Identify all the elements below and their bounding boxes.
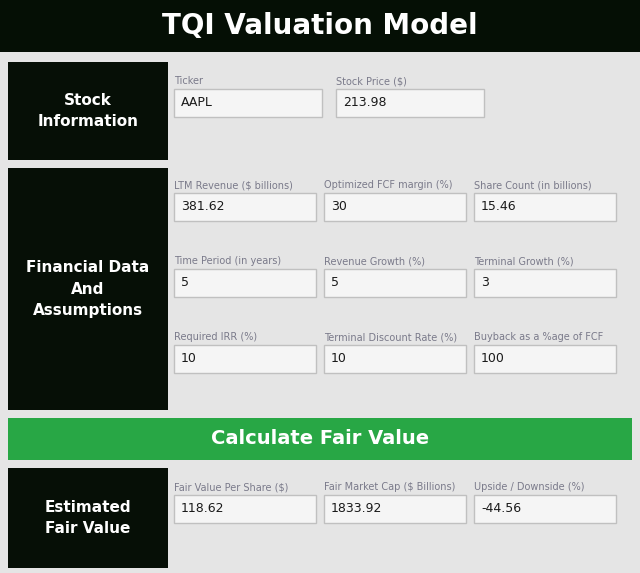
Bar <box>8 418 632 460</box>
Text: 10: 10 <box>331 352 347 366</box>
Bar <box>324 495 466 523</box>
Text: LTM Revenue ($ billions): LTM Revenue ($ billions) <box>174 180 293 190</box>
Text: 213.98: 213.98 <box>343 96 387 109</box>
Bar <box>8 468 168 568</box>
Bar <box>174 89 322 117</box>
Text: Estimated
Fair Value: Estimated Fair Value <box>45 500 131 536</box>
Bar <box>336 89 484 117</box>
Bar <box>174 193 316 221</box>
Text: Fair Market Cap ($ Billions): Fair Market Cap ($ Billions) <box>324 482 456 492</box>
Text: 1833.92: 1833.92 <box>331 503 382 516</box>
Text: Time Period (in years): Time Period (in years) <box>174 256 281 266</box>
Text: TQI Valuation Model: TQI Valuation Model <box>162 12 478 40</box>
Bar <box>0 0 640 52</box>
Text: Ticker: Ticker <box>174 76 203 86</box>
Text: Buyback as a %age of FCF: Buyback as a %age of FCF <box>474 332 604 342</box>
Bar <box>8 168 168 410</box>
Text: 30: 30 <box>331 201 347 214</box>
Bar <box>174 345 316 373</box>
Text: Stock Price ($): Stock Price ($) <box>336 76 407 86</box>
Text: 3: 3 <box>481 277 489 289</box>
Bar <box>474 269 616 297</box>
Text: Fair Value Per Share ($): Fair Value Per Share ($) <box>174 482 289 492</box>
Bar <box>474 345 616 373</box>
Text: Terminal Growth (%): Terminal Growth (%) <box>474 256 573 266</box>
Bar <box>324 269 466 297</box>
Text: AAPL: AAPL <box>181 96 213 109</box>
Bar <box>324 345 466 373</box>
Text: Required IRR (%): Required IRR (%) <box>174 332 257 342</box>
Text: Upside / Downside (%): Upside / Downside (%) <box>474 482 584 492</box>
Text: 118.62: 118.62 <box>181 503 225 516</box>
Text: 5: 5 <box>181 277 189 289</box>
Text: Stock
Information: Stock Information <box>38 93 138 129</box>
Text: 5: 5 <box>331 277 339 289</box>
Text: Share Count (in billions): Share Count (in billions) <box>474 180 591 190</box>
Bar <box>474 495 616 523</box>
Bar <box>8 62 168 160</box>
Text: Terminal Discount Rate (%): Terminal Discount Rate (%) <box>324 332 457 342</box>
Bar <box>474 193 616 221</box>
Text: 100: 100 <box>481 352 505 366</box>
Bar <box>174 269 316 297</box>
Text: 15.46: 15.46 <box>481 201 516 214</box>
Text: 10: 10 <box>181 352 197 366</box>
Text: Optimized FCF margin (%): Optimized FCF margin (%) <box>324 180 452 190</box>
Text: Calculate Fair Value: Calculate Fair Value <box>211 430 429 449</box>
Bar <box>324 193 466 221</box>
Text: 381.62: 381.62 <box>181 201 225 214</box>
Bar <box>174 495 316 523</box>
Text: -44.56: -44.56 <box>481 503 521 516</box>
Text: Revenue Growth (%): Revenue Growth (%) <box>324 256 425 266</box>
Text: Financial Data
And
Assumptions: Financial Data And Assumptions <box>26 261 150 317</box>
